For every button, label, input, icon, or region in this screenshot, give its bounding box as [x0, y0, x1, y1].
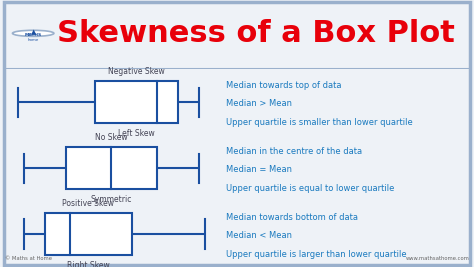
Text: Right Skew: Right Skew — [67, 261, 110, 267]
Text: ▲: ▲ — [30, 29, 36, 35]
Text: Median < Mean: Median < Mean — [226, 231, 292, 240]
Text: Median = Mean: Median = Mean — [226, 165, 292, 174]
Text: Skewness of a Box Plot: Skewness of a Box Plot — [57, 19, 455, 48]
Text: Median towards bottom of data: Median towards bottom of data — [226, 213, 358, 222]
Text: home: home — [27, 38, 39, 42]
Text: Left Skew: Left Skew — [118, 129, 155, 138]
Text: MATHS: MATHS — [25, 33, 42, 37]
Text: Upper quartile is equal to lower quartile: Upper quartile is equal to lower quartil… — [226, 184, 394, 193]
Text: © Maths at Home: © Maths at Home — [5, 257, 52, 261]
Text: Upper quartile is larger than lower quartile: Upper quartile is larger than lower quar… — [226, 250, 406, 259]
Text: www.mathsathome.com: www.mathsathome.com — [405, 257, 469, 261]
Text: Median towards top of data: Median towards top of data — [226, 81, 341, 90]
Text: Median in the centre of the data: Median in the centre of the data — [226, 147, 362, 156]
Text: No Skew: No Skew — [95, 133, 128, 142]
Bar — [45, 213, 132, 255]
Text: Negative Skew: Negative Skew — [108, 67, 165, 76]
Text: Upper quartile is smaller than lower quartile: Upper quartile is smaller than lower qua… — [226, 119, 412, 127]
Text: Median > Mean: Median > Mean — [226, 99, 292, 108]
Text: Positive Skew: Positive Skew — [63, 199, 114, 207]
Circle shape — [12, 30, 54, 36]
Text: Symmetric: Symmetric — [91, 195, 132, 204]
Bar — [65, 147, 157, 189]
Bar — [95, 81, 178, 123]
